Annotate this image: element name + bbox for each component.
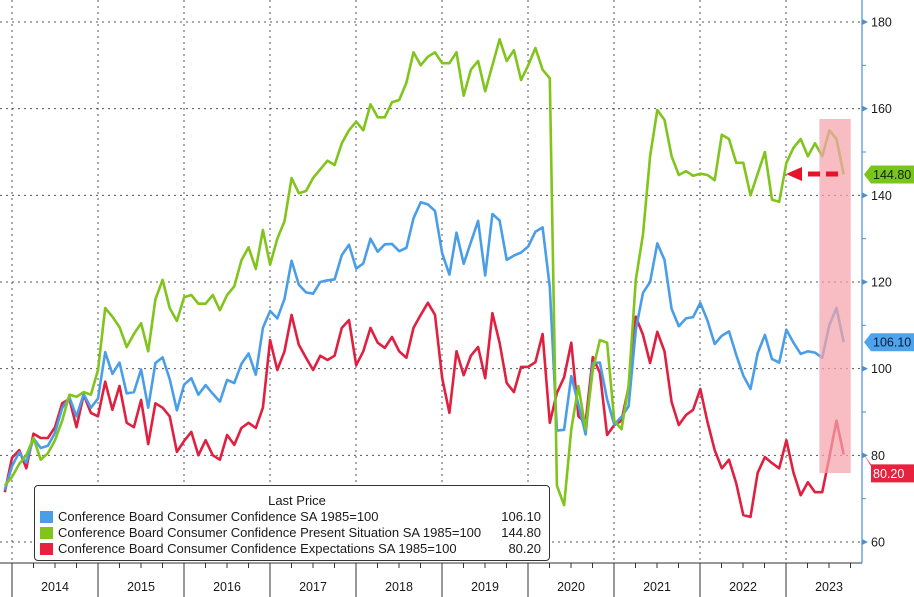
- tag-value: 144.80: [873, 168, 911, 182]
- tag-value: 106.10: [873, 336, 911, 350]
- x-axis: 2014 2015 2016 2017 2018 2019 2020 2021 2022 2023: [0, 562, 862, 597]
- x-tick-label: 2014: [41, 580, 69, 594]
- y-tick-marker: [862, 365, 868, 372]
- x-tick-label: 2020: [557, 580, 585, 594]
- y-tick-label: 140: [871, 189, 892, 203]
- legend-series-name: Conference Board Consumer Confidence Exp…: [58, 541, 457, 556]
- tag-background: [864, 165, 914, 184]
- legend-item-present-situation: Conference Board Consumer Confidence Pre…: [40, 525, 541, 541]
- tag-background: [864, 333, 914, 352]
- x-tick-label: 2016: [213, 580, 241, 594]
- tag-confidence: 106.10: [864, 333, 914, 352]
- y-tick-marker: [862, 452, 868, 459]
- y-tick-marker: [862, 19, 868, 26]
- legend-series-name: Conference Board Consumer Confidence SA …: [58, 509, 379, 524]
- y-tick-marker: [862, 105, 868, 112]
- y-tick-marker: [862, 192, 868, 199]
- y-tick-label: 120: [871, 276, 892, 290]
- last-value-tags: 106.10 144.80 80.20: [864, 165, 914, 483]
- legend-swatch-green: [40, 527, 53, 539]
- legend-series-value: 106.10: [501, 509, 541, 524]
- x-tick-label: 2017: [299, 580, 327, 594]
- gridlines: [0, 0, 862, 563]
- highlight-band: [819, 119, 851, 473]
- tag-background: [864, 454, 914, 483]
- y-tick-label: 80: [871, 449, 885, 463]
- tag-expectations: 80.20: [864, 454, 914, 483]
- legend-title: Last Price: [268, 493, 326, 508]
- tag-value: 80.20: [873, 467, 904, 481]
- legend-series-value: 144.80: [501, 525, 541, 540]
- x-tick-label: 2019: [471, 580, 499, 594]
- y-tick-label: 180: [871, 16, 892, 30]
- y-tick-marker: [862, 279, 868, 286]
- x-tick-label: 2021: [643, 580, 671, 594]
- x-tick-label: 2022: [729, 580, 757, 594]
- legend-series-value: 80.20: [508, 541, 541, 556]
- series-lines: [3, 37, 845, 519]
- x-tick-label: 2023: [815, 580, 843, 594]
- series-line-confidence: [3, 201, 845, 491]
- y-tick-label: 100: [871, 362, 892, 376]
- x-tick-label: 2015: [127, 580, 155, 594]
- legend-item-expectations: Conference Board Consumer Confidence Exp…: [40, 541, 541, 557]
- series-line-expectations: [3, 301, 845, 519]
- legend: Last Price Conference Board Consumer Con…: [34, 485, 550, 561]
- dashed-arrow-icon: [786, 167, 838, 182]
- tag-present-situation: 144.80: [864, 165, 914, 184]
- legend-swatch-red: [40, 543, 53, 555]
- legend-item-confidence: Conference Board Consumer Confidence SA …: [40, 509, 541, 525]
- legend-series-name: Conference Board Consumer Confidence Pre…: [58, 525, 482, 540]
- arrow-head: [786, 167, 802, 182]
- y-axis: 60 80 100 120 140 160 180: [861, 0, 892, 563]
- series-line-present-situation: [3, 37, 845, 507]
- x-tick-label: 2018: [385, 580, 413, 594]
- y-tick-marker: [862, 539, 868, 545]
- y-tick-label: 60: [871, 536, 885, 550]
- y-tick-label: 160: [871, 102, 892, 116]
- legend-swatch-blue: [40, 511, 53, 523]
